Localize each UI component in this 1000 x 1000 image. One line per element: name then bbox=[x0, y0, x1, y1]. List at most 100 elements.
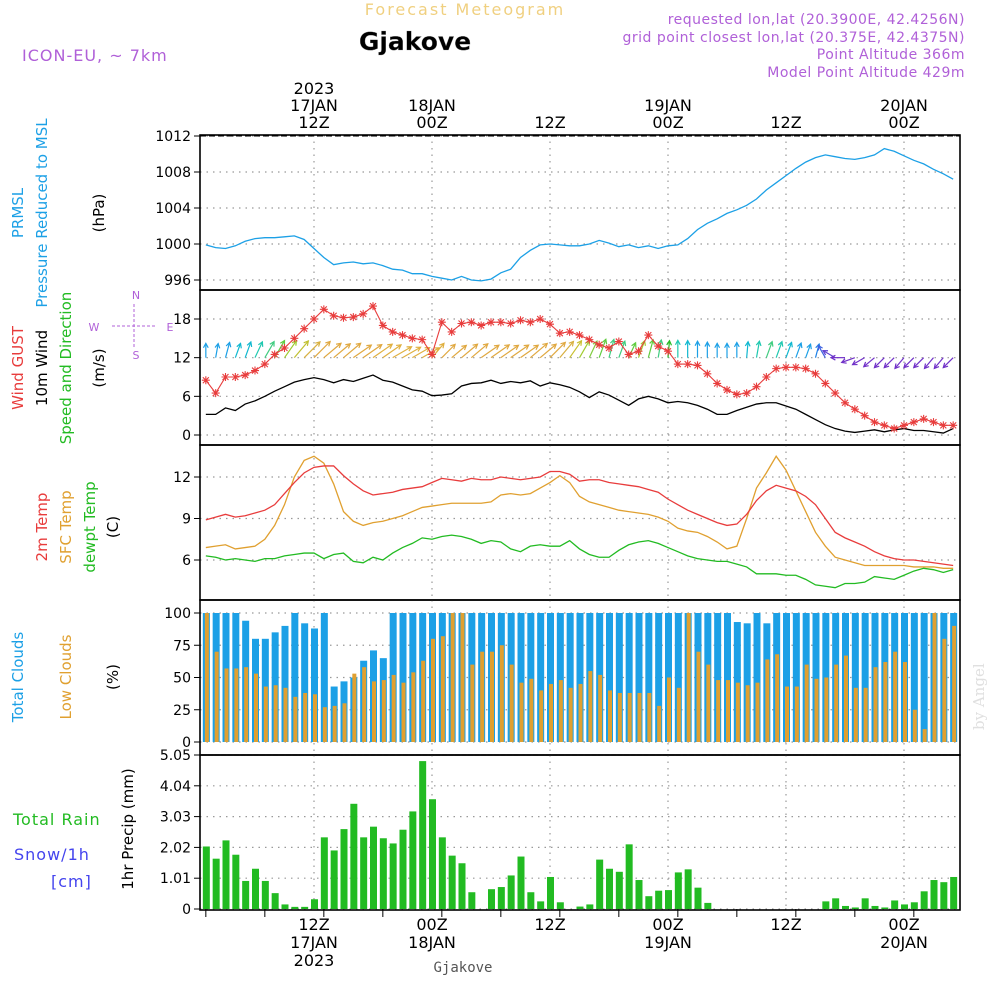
bottom-time-label: 17JAN bbox=[290, 933, 338, 952]
low-cloud-bar bbox=[883, 662, 888, 742]
low-cloud-bar bbox=[568, 687, 573, 742]
low-cloud-bar bbox=[283, 687, 288, 742]
precip-bar bbox=[301, 906, 309, 909]
wind-direction-arrow bbox=[441, 343, 456, 359]
precip-panel: 0 1.01 2.02 3.03 4.04 5.05 bbox=[160, 748, 961, 918]
wind-arrow-head bbox=[933, 363, 940, 370]
precip-legend: Total Rain Snow/1h [cm] bbox=[12, 810, 100, 891]
gust-marker bbox=[437, 318, 446, 327]
gust-marker bbox=[801, 364, 810, 373]
low-cloud-bar bbox=[509, 664, 514, 742]
gust-marker bbox=[428, 350, 436, 359]
wind-arrow-head bbox=[601, 338, 608, 345]
side-label: 10m Wind bbox=[33, 330, 51, 406]
wind-arrow-head bbox=[767, 340, 774, 347]
precip-bar bbox=[497, 887, 505, 909]
wind-arrow-head bbox=[396, 344, 403, 350]
wind-arrow-head bbox=[657, 338, 664, 345]
wind-direction-arrow bbox=[303, 341, 321, 359]
gust-marker bbox=[496, 318, 505, 327]
gust-marker bbox=[939, 421, 948, 430]
wind-compass: N S W E bbox=[89, 289, 174, 362]
precip-bar bbox=[910, 902, 918, 909]
y-tick-label: 4.04 bbox=[160, 779, 191, 795]
low-cloud-bar bbox=[342, 703, 347, 742]
y-tick-label: 1000 bbox=[155, 237, 191, 253]
gust-marker bbox=[605, 344, 613, 352]
low-cloud-bar bbox=[863, 687, 868, 742]
gust-marker bbox=[772, 364, 781, 373]
wind-arrow-head bbox=[609, 338, 616, 345]
wind-arrow-head bbox=[439, 342, 445, 349]
temp-sfc-line bbox=[205, 455, 954, 569]
precip-bar bbox=[429, 799, 436, 909]
total-cloud-bar bbox=[615, 613, 623, 742]
side-label: SFC Temp bbox=[57, 490, 75, 563]
wind-arrow-head bbox=[303, 340, 310, 346]
panel-frame bbox=[199, 444, 961, 601]
low-cloud-bar bbox=[529, 678, 534, 742]
wind-arrow-head bbox=[523, 344, 530, 350]
wind-arrow-head bbox=[345, 342, 352, 349]
low-cloud-bar bbox=[204, 613, 209, 742]
wind-arrow-head bbox=[504, 344, 511, 350]
wind-direction-arrow bbox=[470, 343, 489, 359]
gust-marker bbox=[929, 418, 938, 427]
total-cloud-bar bbox=[301, 623, 309, 742]
precip-bar bbox=[665, 890, 672, 909]
precip-bar bbox=[271, 893, 279, 909]
compass-s-label: S bbox=[133, 349, 140, 362]
wind-direction-arrow bbox=[264, 341, 275, 358]
gust-marker bbox=[349, 313, 358, 322]
total-cloud-bar bbox=[674, 613, 682, 742]
total-cloud-bar bbox=[655, 613, 663, 742]
gust-marker bbox=[634, 347, 643, 356]
low-cloud-bar bbox=[519, 682, 524, 742]
pressure-panel: 996 1000 1004 1008 1012 bbox=[155, 129, 961, 291]
panel-frame bbox=[199, 289, 961, 446]
wind-arrow-head bbox=[862, 361, 869, 368]
precip-bar bbox=[409, 811, 417, 909]
precip-bar bbox=[202, 846, 210, 909]
low-cloud-bar bbox=[263, 686, 268, 742]
gust-marker bbox=[565, 327, 574, 336]
wind-arrow-head bbox=[533, 344, 540, 350]
gust-line bbox=[205, 305, 954, 430]
y-tick-label: 18 bbox=[173, 312, 191, 328]
wind-direction-arrow bbox=[578, 340, 590, 358]
gust-marker bbox=[467, 318, 476, 327]
y-tick-label: 75 bbox=[173, 638, 191, 654]
top-time-label: 00Z bbox=[416, 113, 447, 132]
gust-marker bbox=[418, 335, 427, 344]
low-cloud-bar bbox=[224, 668, 229, 742]
low-cloud-bar bbox=[293, 696, 298, 742]
product-title: Forecast Meteogram bbox=[365, 0, 565, 19]
precip-bar bbox=[507, 875, 515, 909]
low-cloud-bar bbox=[844, 655, 848, 742]
total-cloud-bar bbox=[635, 613, 643, 742]
total-cloud-bar bbox=[861, 613, 869, 742]
precip-bar bbox=[517, 856, 525, 909]
precip-bar bbox=[655, 890, 663, 909]
low-cloud-bar bbox=[431, 638, 435, 742]
wind-direction-arrow bbox=[500, 344, 519, 359]
precip-bar bbox=[576, 906, 584, 909]
top-time-label: 00Z bbox=[652, 113, 683, 132]
wind-direction-arrow bbox=[805, 344, 812, 358]
low-cloud-bar bbox=[490, 651, 494, 742]
gust-marker bbox=[310, 315, 318, 323]
gust-marker bbox=[762, 373, 771, 381]
gust-marker bbox=[319, 305, 328, 314]
precip-bar bbox=[330, 850, 338, 909]
compass-n-label: N bbox=[132, 289, 140, 302]
model-altitude: Model Point Altitude 429m bbox=[767, 65, 965, 81]
precip-bar bbox=[399, 829, 407, 909]
wind-direction-arrow bbox=[382, 344, 402, 359]
gust-marker bbox=[241, 371, 250, 380]
bottom-time-label: 00Z bbox=[416, 915, 447, 934]
low-cloud-bar bbox=[352, 673, 357, 742]
precip-bar bbox=[674, 872, 682, 909]
total-cloud-bar bbox=[606, 613, 613, 742]
low-cloud-bar bbox=[775, 654, 780, 742]
